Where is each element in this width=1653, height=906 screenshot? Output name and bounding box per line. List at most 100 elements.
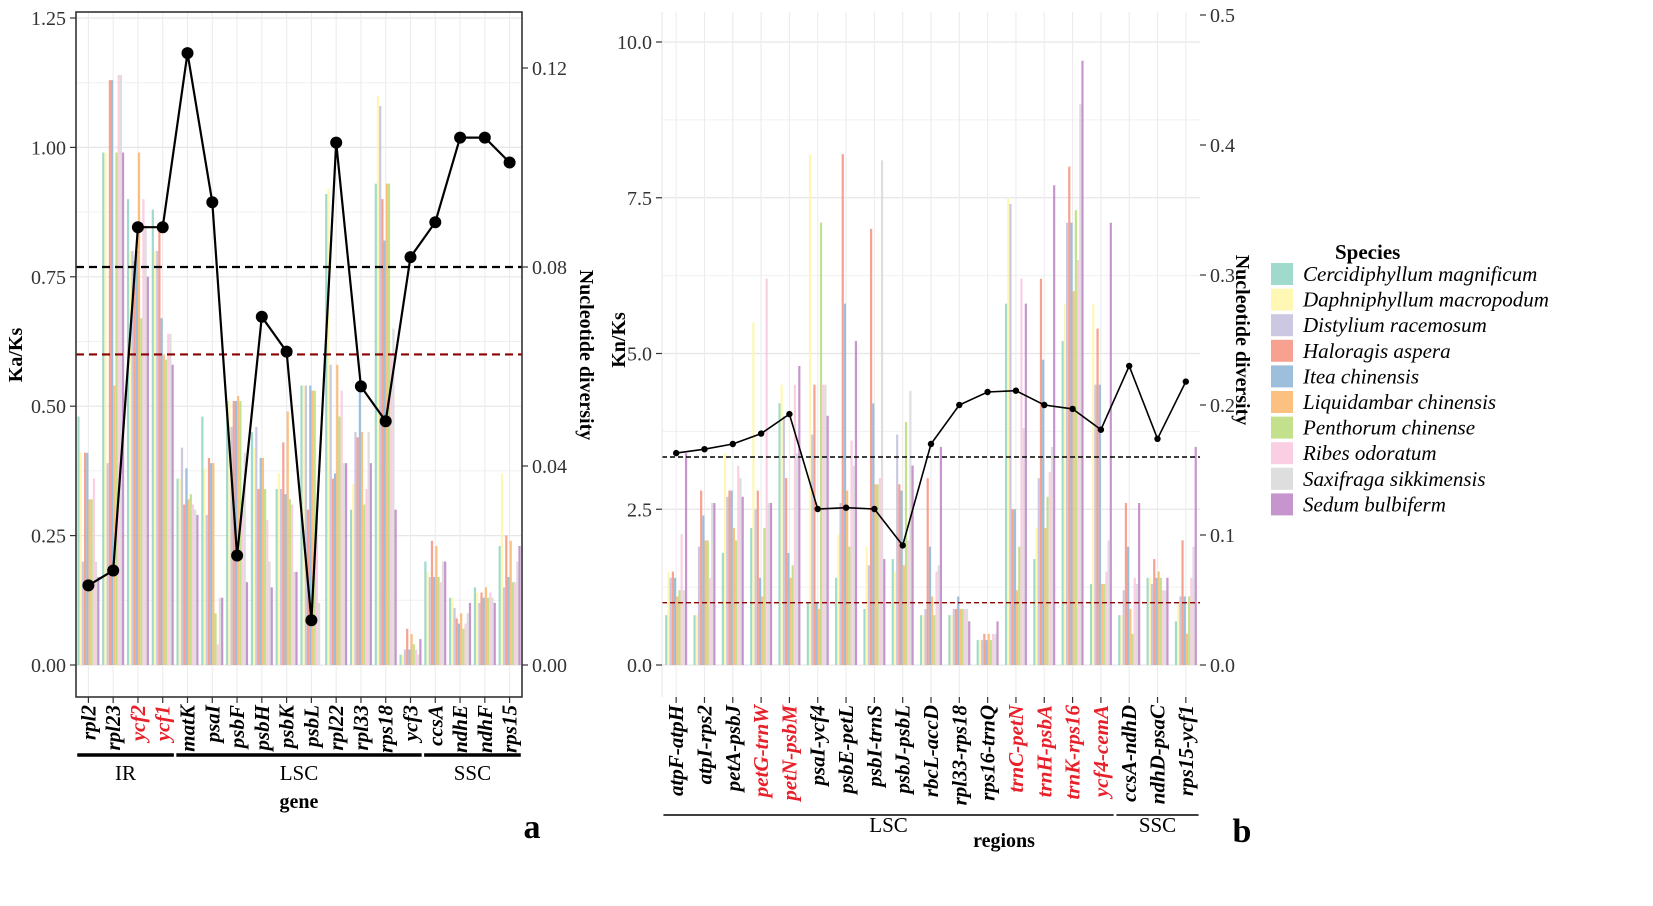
bar <box>189 494 192 665</box>
bar <box>1020 278 1023 665</box>
diversity-point <box>1012 387 1020 394</box>
bar <box>1063 303 1066 665</box>
bar <box>1159 577 1162 665</box>
bar <box>1157 571 1160 665</box>
legend-swatch <box>1271 314 1293 337</box>
legend-swatch <box>1271 339 1293 362</box>
x-tick-label: psbI-trnS <box>862 705 886 789</box>
bar <box>81 561 84 665</box>
bar <box>848 546 851 665</box>
legend-entry: Daphniphyllum macropodum <box>1302 288 1549 312</box>
bar <box>140 318 143 665</box>
diversity-point <box>156 221 169 234</box>
bar <box>1161 590 1165 665</box>
bar <box>255 426 258 665</box>
bar <box>509 540 512 665</box>
bar <box>737 465 740 665</box>
legend-entry: Saxifraga sikkimensis <box>1303 467 1486 491</box>
bar <box>872 403 875 665</box>
bar <box>1194 446 1197 665</box>
bar <box>1174 621 1178 665</box>
bar <box>1135 584 1139 665</box>
x-tick-label: rpl22 <box>324 705 348 751</box>
diversity-point <box>429 216 442 229</box>
bar <box>865 546 868 665</box>
bar <box>1105 571 1108 665</box>
bar <box>811 434 814 665</box>
bar <box>507 577 510 665</box>
x-tick-label: matK <box>176 703 200 752</box>
bar <box>1138 503 1141 665</box>
bar <box>1007 197 1010 665</box>
diversity-point <box>842 504 850 511</box>
bar <box>926 478 929 665</box>
bar <box>462 628 465 665</box>
bar <box>464 623 467 665</box>
y-axis-title: Kn/Ks <box>608 312 630 368</box>
bar <box>437 577 440 665</box>
bar <box>852 465 855 665</box>
bar <box>987 633 990 665</box>
bar <box>379 105 382 666</box>
bar <box>1081 60 1084 665</box>
bar <box>1074 210 1077 665</box>
bar <box>1146 577 1149 665</box>
bar <box>399 654 402 665</box>
bar <box>383 240 386 665</box>
bar <box>277 473 281 665</box>
bar <box>1096 328 1099 665</box>
bar <box>250 432 254 665</box>
bar <box>498 545 501 665</box>
diversity-point <box>280 345 293 358</box>
x-tick-label: ndhE <box>448 705 472 753</box>
diversity-point <box>927 440 935 448</box>
bar <box>291 504 294 665</box>
x-tick-label: petA-psbJ <box>721 704 745 794</box>
bar <box>286 411 289 665</box>
diversity-point <box>330 136 343 149</box>
bar <box>909 390 912 665</box>
x-tick-label: ndhD-psaC <box>1146 704 1170 804</box>
bar <box>1118 615 1121 665</box>
x-tick-label: psbE-petL <box>834 705 858 796</box>
bar <box>806 602 809 665</box>
bar <box>1166 577 1169 665</box>
bar <box>164 359 168 665</box>
bar <box>295 571 298 665</box>
bar <box>237 395 240 665</box>
x-tick-label: rpl33-rps18 <box>947 705 971 806</box>
bar <box>92 478 95 665</box>
bar <box>867 565 870 665</box>
bar <box>412 644 415 665</box>
bar <box>1065 222 1069 666</box>
bar <box>1148 577 1151 665</box>
bar <box>309 385 312 665</box>
bar <box>484 587 488 665</box>
bar <box>752 322 755 665</box>
bar <box>798 365 801 665</box>
bar <box>976 640 979 665</box>
diversity-point <box>701 446 708 453</box>
bar <box>904 422 908 665</box>
bar <box>135 250 138 666</box>
bar <box>1068 166 1071 665</box>
bar <box>1155 577 1158 665</box>
bar <box>922 615 925 665</box>
bar <box>218 597 222 665</box>
bar <box>965 608 969 665</box>
bar <box>1035 527 1038 665</box>
x-tick-label: psbH <box>250 704 274 752</box>
bar <box>1076 260 1080 665</box>
bar <box>480 592 483 665</box>
legend-entry: Liquidambar chinensis <box>1302 390 1496 414</box>
bar <box>931 596 934 665</box>
bar <box>288 499 292 665</box>
x-tick-label: ccsA <box>423 705 447 746</box>
y-tick-label: 7.5 <box>627 188 652 210</box>
bar <box>284 494 287 665</box>
legend-swatch <box>1271 263 1293 285</box>
bar <box>83 452 87 665</box>
y2-tick-label: 0.0 <box>1210 655 1235 677</box>
bar <box>985 640 988 665</box>
